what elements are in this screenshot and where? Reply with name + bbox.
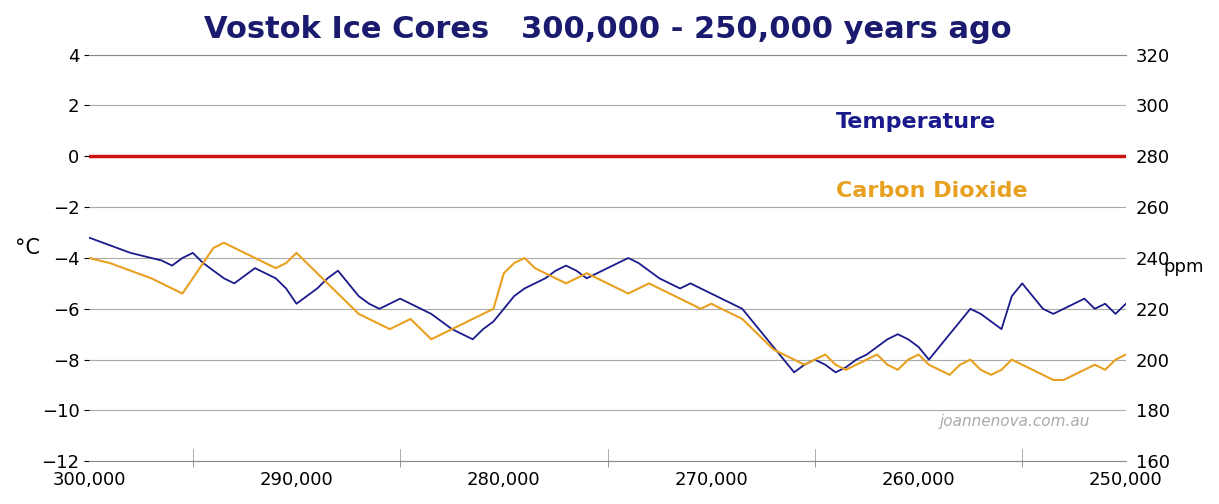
- Y-axis label: °C: °C: [15, 238, 40, 258]
- Text: joannenova.com.au: joannenova.com.au: [940, 414, 1090, 429]
- Y-axis label: ppm: ppm: [1163, 258, 1204, 276]
- Text: Temperature: Temperature: [835, 112, 996, 132]
- Title: Vostok Ice Cores   300,000 - 250,000 years ago: Vostok Ice Cores 300,000 - 250,000 years…: [204, 15, 1012, 44]
- Text: Carbon Dioxide: Carbon Dioxide: [835, 181, 1028, 201]
